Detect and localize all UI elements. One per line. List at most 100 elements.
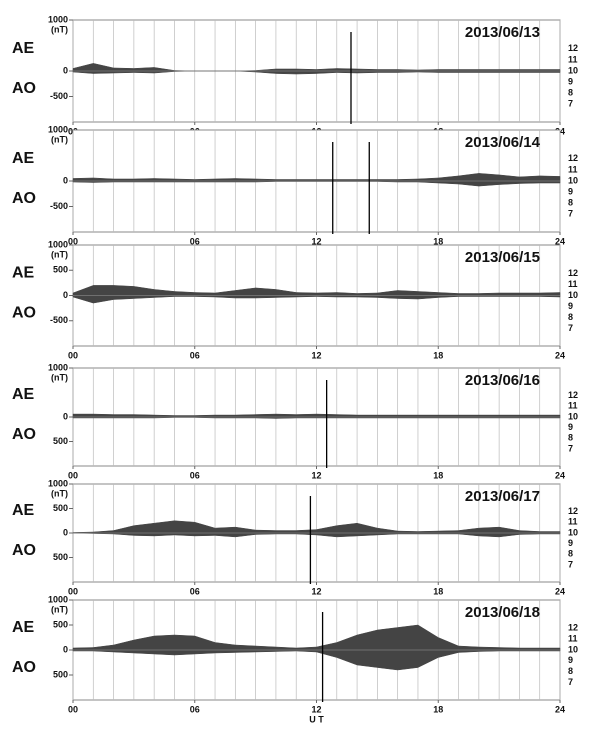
unit-label: (nT) bbox=[51, 372, 68, 382]
lower-label: AO bbox=[12, 426, 36, 443]
y-tick-label: 1000 bbox=[48, 239, 68, 249]
upper-area bbox=[72, 520, 561, 534]
y-tick-label: 0 bbox=[63, 175, 68, 185]
lower-label: AO bbox=[12, 80, 36, 97]
y2-tick-label: 12 bbox=[568, 390, 578, 400]
y2-tick-label: 7 bbox=[568, 677, 573, 687]
y-tick-label: 0 bbox=[63, 65, 68, 75]
lower-area bbox=[72, 649, 561, 671]
x-tick-label: 24 bbox=[555, 586, 565, 596]
y-tick-label: 1000 bbox=[48, 478, 68, 488]
y2-tick-label: 12 bbox=[568, 43, 578, 53]
y2-tick-label: 7 bbox=[568, 443, 573, 453]
lower-area bbox=[72, 295, 561, 304]
lower-area bbox=[72, 70, 561, 75]
upper-area bbox=[72, 63, 561, 72]
lower-label: AO bbox=[12, 190, 36, 207]
y2-tick-label: 12 bbox=[568, 268, 578, 278]
unit-label: (nT) bbox=[51, 24, 68, 34]
x-tick-label: 18 bbox=[433, 704, 443, 714]
y2-tick-label: 12 bbox=[568, 506, 578, 516]
unit-label: (nT) bbox=[51, 134, 68, 144]
y2-tick-label: 11 bbox=[568, 54, 578, 64]
x-tick-label: 24 bbox=[555, 350, 565, 360]
y2-tick-label: 10 bbox=[568, 411, 578, 421]
y2-tick-label: 10 bbox=[568, 290, 578, 300]
y2-tick-label: 9 bbox=[568, 186, 573, 196]
y2-tick-label: 8 bbox=[568, 549, 573, 559]
chart-title: 2013/06/18 bbox=[465, 604, 540, 621]
x-tick-label: 00 bbox=[68, 236, 78, 246]
x-tick-label: 24 bbox=[555, 236, 565, 246]
unit-label: (nT) bbox=[51, 604, 68, 614]
chart-title: 2013/06/15 bbox=[465, 249, 540, 266]
y2-tick-label: 8 bbox=[568, 666, 573, 676]
x-tick-label: 18 bbox=[433, 350, 443, 360]
y-tick-label: 1000 bbox=[48, 124, 68, 134]
y2-tick-label: 11 bbox=[568, 517, 578, 527]
x-tick-label: 00 bbox=[68, 470, 78, 480]
lower-label: AO bbox=[12, 542, 36, 559]
y2-tick-label: 11 bbox=[568, 279, 578, 289]
x-tick-label: 06 bbox=[190, 586, 200, 596]
y2-tick-label: 9 bbox=[568, 301, 573, 311]
y-tick-label: 0 bbox=[63, 527, 68, 537]
y-tick-label: 500 bbox=[53, 619, 68, 629]
x-tick-label: 12 bbox=[311, 236, 321, 246]
chart-title: 2013/06/17 bbox=[465, 488, 540, 505]
upper-label: AE bbox=[12, 40, 35, 57]
upper-area bbox=[72, 173, 561, 182]
y-tick-label: 500 bbox=[53, 669, 68, 679]
y-tick-label: -500 bbox=[50, 315, 68, 325]
y-tick-label: 0 bbox=[63, 411, 68, 421]
y2-tick-label: 12 bbox=[568, 153, 578, 163]
x-tick-label: 18 bbox=[433, 470, 443, 480]
y-tick-label: 500 bbox=[53, 265, 68, 275]
chart-title: 2013/06/16 bbox=[465, 372, 540, 389]
y-tick-label: -500 bbox=[50, 91, 68, 101]
y2-tick-label: 9 bbox=[568, 655, 573, 665]
y-tick-label: 500 bbox=[53, 552, 68, 562]
y-tick-label: 1000 bbox=[48, 594, 68, 604]
x-tick-label: 06 bbox=[190, 350, 200, 360]
x-axis-label: U T bbox=[309, 714, 324, 724]
y2-tick-label: 11 bbox=[568, 634, 578, 644]
y2-tick-label: 10 bbox=[568, 644, 578, 654]
x-tick-label: 12 bbox=[311, 704, 321, 714]
chart-title: 2013/06/14 bbox=[465, 134, 541, 151]
y2-tick-label: 9 bbox=[568, 538, 573, 548]
x-tick-label: 24 bbox=[555, 470, 565, 480]
y2-tick-label: 12 bbox=[568, 623, 578, 633]
x-tick-label: 12 bbox=[311, 470, 321, 480]
upper-area bbox=[72, 624, 561, 651]
upper-label: AE bbox=[12, 619, 35, 636]
x-tick-label: 00 bbox=[68, 704, 78, 714]
unit-label: (nT) bbox=[51, 488, 68, 498]
x-tick-label: 00 bbox=[68, 586, 78, 596]
x-tick-label: 24 bbox=[555, 704, 565, 714]
y2-tick-label: 10 bbox=[568, 175, 578, 185]
y2-tick-label: 7 bbox=[568, 559, 573, 569]
x-tick-label: 18 bbox=[433, 236, 443, 246]
y2-tick-label: 11 bbox=[568, 164, 578, 174]
y2-tick-label: 10 bbox=[568, 527, 578, 537]
y2-tick-label: 8 bbox=[568, 88, 573, 98]
y2-tick-label: 9 bbox=[568, 76, 573, 86]
x-tick-label: 18 bbox=[433, 586, 443, 596]
y-tick-label: 1000 bbox=[48, 362, 68, 372]
chart-title: 2013/06/13 bbox=[465, 24, 540, 41]
y-tick-label: 500 bbox=[53, 503, 68, 513]
y-tick-label: 500 bbox=[53, 436, 68, 446]
y2-tick-label: 10 bbox=[568, 65, 578, 75]
upper-label: AE bbox=[12, 265, 35, 282]
lower-label: AO bbox=[12, 659, 36, 676]
y2-tick-label: 8 bbox=[568, 433, 573, 443]
y2-tick-label: 7 bbox=[568, 323, 573, 333]
x-tick-label: 06 bbox=[190, 704, 200, 714]
x-tick-label: 00 bbox=[68, 350, 78, 360]
y2-tick-label: 9 bbox=[568, 422, 573, 432]
y2-tick-label: 8 bbox=[568, 312, 573, 322]
upper-label: AE bbox=[12, 502, 35, 519]
